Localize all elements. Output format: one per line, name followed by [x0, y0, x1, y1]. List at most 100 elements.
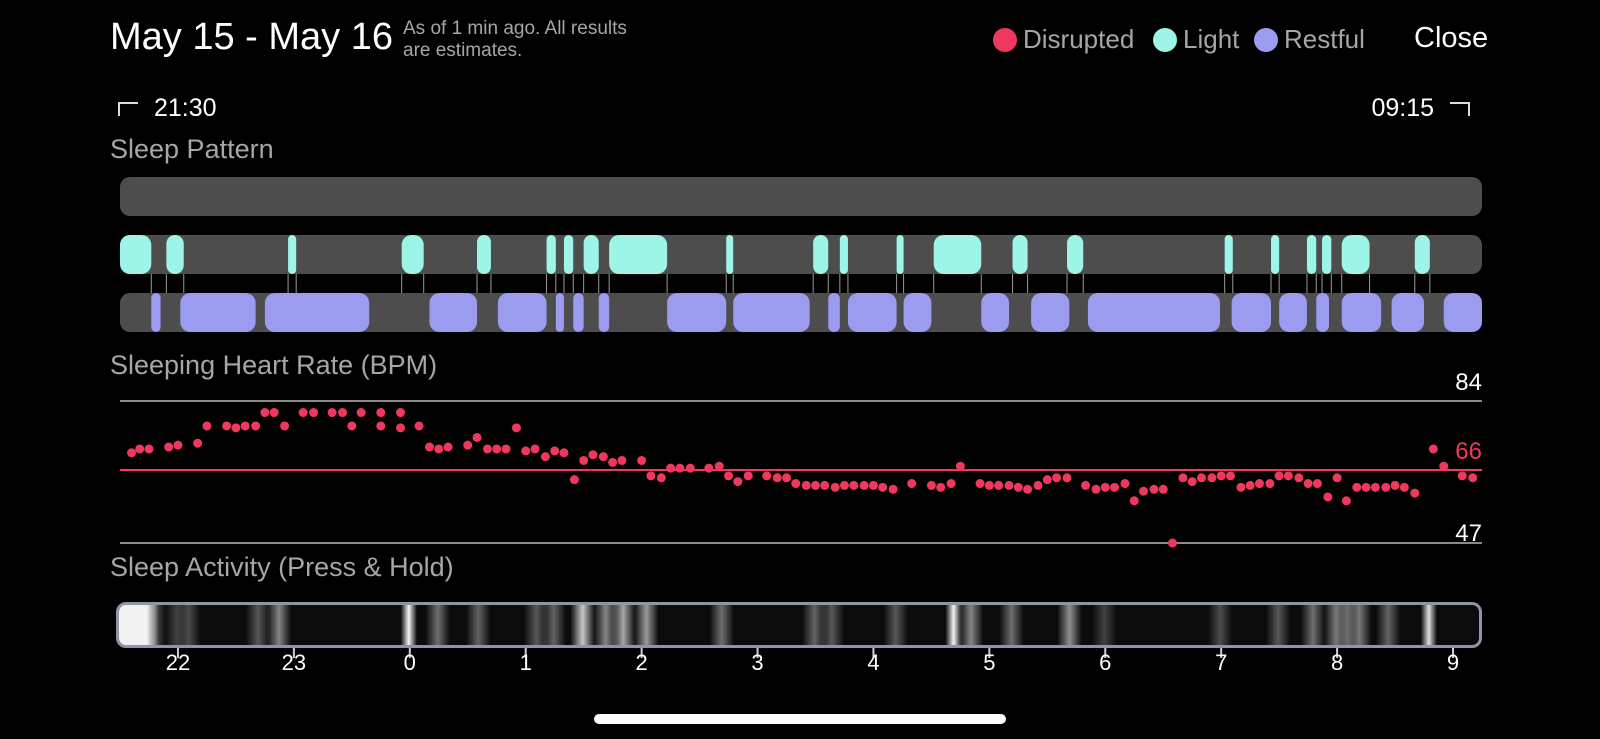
heart-rate-point [994, 480, 1004, 490]
heart-rate-point [338, 408, 348, 418]
heart-rate-point [579, 455, 589, 465]
heart-rate-point [521, 446, 531, 456]
heart-rate-point [144, 444, 154, 454]
range-start-bracket-icon [118, 101, 138, 116]
heart-rate-point [164, 442, 174, 452]
heart-rate-point [1052, 473, 1062, 483]
heart-rate-point [724, 471, 734, 481]
heart-rate-point [260, 408, 270, 418]
light-segment [813, 235, 829, 274]
heart-rate-point [1294, 473, 1304, 483]
heart-rate-point [830, 482, 840, 492]
heart-rate-point [714, 461, 724, 471]
range-start: 21:30 [118, 94, 217, 123]
heart-rate-point [1100, 482, 1110, 492]
light-segment [1306, 235, 1317, 274]
heart-rate-point [588, 450, 598, 460]
restful-segment [1279, 293, 1307, 332]
hr-min-label: 47 [1455, 520, 1482, 547]
legend-label: Restful [1284, 24, 1365, 54]
heart-rate-point [327, 408, 337, 418]
restful-segment [981, 293, 1010, 332]
heart-rate-point [849, 480, 859, 490]
heart-rate-point [414, 421, 424, 431]
light-segment [1012, 235, 1028, 274]
disrupted-dot-icon [993, 27, 1017, 52]
light-segment [896, 235, 904, 274]
heart-rate-point [666, 463, 676, 473]
heart-rate-point [907, 479, 917, 489]
heart-rate-point [1468, 473, 1478, 483]
restful-segment [828, 293, 840, 332]
restful-segment [1031, 293, 1070, 332]
heart-rate-point [1361, 482, 1371, 492]
status-note-line-1: As of 1 min ago. All results [403, 18, 627, 39]
light-segment [1271, 235, 1280, 274]
status-note: As of 1 min ago. All results are estimat… [403, 18, 683, 62]
light-segment [401, 235, 424, 274]
heart-rate-point [1216, 471, 1226, 481]
light-segment [546, 235, 556, 274]
light-dot-icon [1153, 27, 1177, 52]
heart-rate-point [839, 480, 849, 490]
heart-rate-point [1120, 479, 1130, 489]
heart-rate-point [269, 408, 279, 418]
restful-segment [1316, 293, 1329, 332]
heart-rate-point [222, 421, 232, 431]
heart-rate-point [1399, 482, 1409, 492]
heart-rate-point [1110, 482, 1120, 492]
restful-segment [1231, 293, 1272, 332]
heart-rate-point [1236, 482, 1246, 492]
heart-rate-point [376, 421, 386, 431]
heart-rate-title: Sleeping Heart Rate (BPM) [110, 350, 438, 380]
heart-rate-point [193, 438, 203, 448]
heart-rate-point [617, 455, 627, 465]
heart-rate-point [1381, 482, 1391, 492]
restful-segment [180, 293, 256, 332]
light-segment [583, 235, 599, 274]
sleep-activity-title: Sleep Activity (Press & Hold) [110, 552, 454, 582]
hour-label: 23 [281, 650, 307, 675]
hour-label: 8 [1330, 650, 1344, 675]
heart-rate-point [685, 463, 695, 473]
heart-rate-point [569, 475, 579, 485]
heart-rate-point [1042, 475, 1052, 485]
heart-rate-point [801, 480, 811, 490]
heart-rate-point [1265, 479, 1275, 489]
heart-rate-point [424, 442, 434, 452]
heart-rate-point [926, 480, 936, 490]
heart-rate-point [1370, 482, 1380, 492]
heart-rate-point [559, 448, 569, 458]
heart-rate-point [540, 452, 550, 462]
heart-rate-point [443, 442, 453, 452]
heart-rate-point [347, 421, 357, 431]
light-segment [563, 235, 574, 274]
heart-rate-point [1428, 444, 1438, 454]
heart-rate-point [1352, 482, 1362, 492]
light-segment [726, 235, 734, 274]
hour-label: 5 [983, 650, 996, 675]
home-indicator[interactable] [594, 714, 1006, 724]
heart-rate-point [173, 440, 183, 450]
heart-rate-point [280, 421, 290, 431]
hr-max-label: 84 [1455, 369, 1482, 396]
heart-rate-point [1033, 480, 1043, 490]
heart-rate-point [298, 408, 308, 418]
heart-rate-point [550, 446, 560, 456]
restful-segment [667, 293, 727, 332]
heart-rate-point [656, 473, 666, 483]
heart-rate-point [376, 408, 386, 418]
hour-label: 3 [751, 650, 764, 675]
activity-start-block [119, 605, 159, 645]
heart-rate-point [936, 482, 946, 492]
light-segments [120, 235, 1430, 274]
heart-rate-point [530, 444, 540, 454]
restful-segment [1443, 293, 1482, 332]
legend-light: Light [1153, 24, 1239, 55]
heart-rate-point [511, 423, 521, 433]
sleep-activity-bar[interactable] [116, 602, 1482, 648]
light-segment [933, 235, 982, 274]
close-button[interactable]: Close [1414, 22, 1489, 54]
disrupted-track [120, 177, 1482, 216]
